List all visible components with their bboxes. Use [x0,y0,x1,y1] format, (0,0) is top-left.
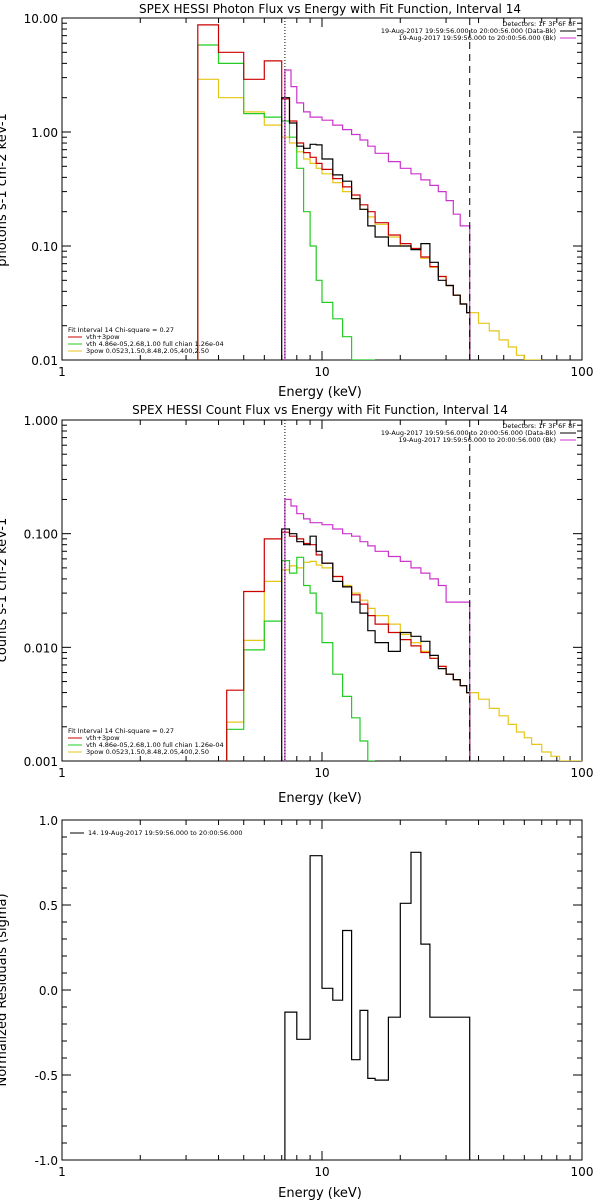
x-tick-label: 1 [58,1165,66,1179]
plot-frame [61,17,583,361]
series-line [197,44,376,360]
x-tick-label: 1 [58,766,66,780]
y-tick-label: -1.0 [35,1154,58,1168]
legend-entry: Fit Interval 14 Chi-square = 0.27 [68,326,174,334]
x-axis-label: Energy (keV) [278,1186,362,1200]
x-tick-label: 10 [314,1165,329,1179]
legend-entry: vth 4.86e-05,2.68,1.00 full chian 1.26e-… [86,340,224,348]
series-group [197,24,542,360]
legend-entry: 19-Aug-2017 19:59:56.000 to 20:00:56.000… [399,34,556,42]
series-group [226,498,582,761]
y-tick-label: 0.01 [31,354,58,368]
legend-entry: vth+3pow [86,333,120,341]
y-tick-label: 0.0 [39,984,58,998]
y-tick-label: 0.100 [24,528,58,542]
y-tick-label: 0.001 [24,755,58,769]
legend-entry: vth 4.86e-05,2.68,1.00 full chian 1.26e-… [86,741,224,749]
series-line [226,531,471,761]
x-tick-label: 100 [571,766,594,780]
x-tick-label: 100 [571,1165,594,1179]
series-line [197,24,471,360]
x-tick-label: 10 [314,766,329,780]
series-line [226,560,582,761]
y-tick-label: 1.0 [39,814,58,828]
y-tick-label: 0.010 [24,641,58,655]
legend-entry: Fit Interval 14 Chi-square = 0.27 [68,727,174,735]
series-line [226,556,376,761]
series-line [197,78,542,360]
series-line [284,851,471,1160]
y-axis-label: photons s-1 cm-2 keV-1 [0,113,10,267]
y-axis-label: Normalized Residuals (sigma) [0,893,10,1086]
series-line [281,97,471,360]
plot-frame [61,419,583,762]
series-line [284,69,471,360]
y-tick-label: 10.00 [24,12,58,26]
series-line [281,528,471,761]
photon-flux-panel: SPEX HESSI Photon Flux vs Energy with Fi… [0,2,593,400]
y-tick-label: 1.000 [24,414,58,428]
count-flux-panel: SPEX HESSI Count Flux vs Energy with Fit… [0,403,593,806]
series-group [284,851,471,1160]
legend-entry: 19-Aug-2017 19:59:56.000 to 20:00:56.000… [399,436,556,444]
legend-entry: 3pow 0.0523,1.50,8.48,2.05,400,2.50 [86,347,209,355]
legend-entry: Detectors: 1F 3F 6F 8F [502,20,576,28]
legend-entry: 3pow 0.0523,1.50,8.48,2.05,400,2.50 [86,748,209,756]
x-tick-label: 100 [571,365,594,379]
legend-entry: Detectors: 1F 3F 6F 8F [502,422,576,430]
legend-entry: 19-Aug-2017 19:59:56.000 to 20:00:56.000… [381,429,556,437]
legend-entry: vth+3pow [86,734,120,742]
series-line [284,498,471,761]
chart-title: SPEX HESSI Count Flux vs Energy with Fit… [132,403,508,417]
x-tick-label: 10 [314,365,329,379]
chart-title: SPEX HESSI Photon Flux vs Energy with Fi… [139,2,521,16]
x-axis-label: Energy (keV) [278,385,362,400]
y-tick-label: 0.5 [39,899,58,913]
x-tick-label: 1 [58,365,66,379]
residuals-panel: Energy (keV) Normalized Residuals (sigma… [0,814,594,1201]
y-tick-label: 1.00 [31,126,58,140]
y-tick-label: 0.10 [31,240,58,254]
x-axis-label: Energy (keV) [278,791,362,806]
y-axis-label: counts s-1 cm-2 keV-1 [0,518,10,663]
y-tick-label: -0.5 [35,1069,58,1083]
legend-entry: 19-Aug-2017 19:59:56.000 to 20:00:56.000… [381,27,556,35]
legend-entry: 14. 19-Aug-2017 19:59:56.000 to 20:00:56… [88,829,243,837]
